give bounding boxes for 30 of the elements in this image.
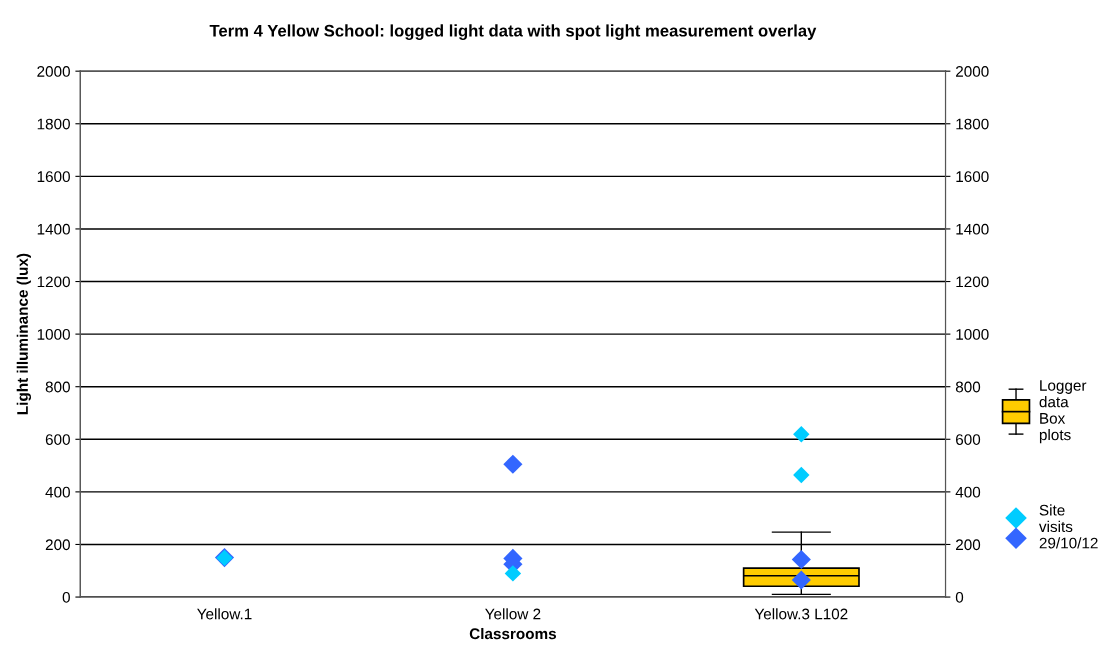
- x-tick-label: Yellow 2: [485, 608, 541, 620]
- y-tick-label: 0: [62, 591, 70, 603]
- x-tick-label: Yellow.1: [197, 608, 252, 620]
- chart-title: Term 4 Yellow School: logged light data with spot light measurement overlay: [209, 24, 817, 40]
- y2-tick-label: 200: [956, 539, 981, 551]
- x-tick-label: Yellow.3 L102: [754, 608, 848, 620]
- y-axis-title: Light illuminance (lux): [16, 253, 32, 415]
- y2-tick-label: 800: [955, 381, 981, 393]
- y2-tick-label: 600: [956, 434, 981, 445]
- y2-tick-label: 0: [955, 591, 964, 603]
- y-tick-label: 600: [45, 434, 70, 445]
- y-tick-label: 400: [45, 486, 70, 498]
- y2-tick-label: 1800: [956, 118, 989, 130]
- y-tick-label: 200: [45, 539, 70, 551]
- y-tick-label: 1000: [37, 328, 70, 340]
- legend-label: Site visits 29/10/12: [1038, 504, 1098, 549]
- y-tick-label: 1600: [37, 171, 70, 183]
- legend-label: Logger data Box plots: [1039, 380, 1087, 444]
- y2-tick-label: 1000: [956, 328, 989, 340]
- y-tick-label: 1200: [37, 276, 70, 288]
- y2-tick-label: 1400: [956, 223, 989, 235]
- y-tick-label: 2000: [37, 66, 70, 77]
- y2-tick-label: 1600: [956, 171, 989, 183]
- y-tick-label: 1800: [37, 118, 70, 130]
- y2-tick-label: 2000: [956, 66, 989, 77]
- x-axis-title: Classrooms: [469, 627, 557, 640]
- y-tick-label: 800: [45, 381, 70, 393]
- y2-tick-label: 1200: [956, 276, 989, 288]
- y-tick-label: 1400: [37, 223, 70, 235]
- y2-tick-label: 400: [955, 486, 981, 498]
